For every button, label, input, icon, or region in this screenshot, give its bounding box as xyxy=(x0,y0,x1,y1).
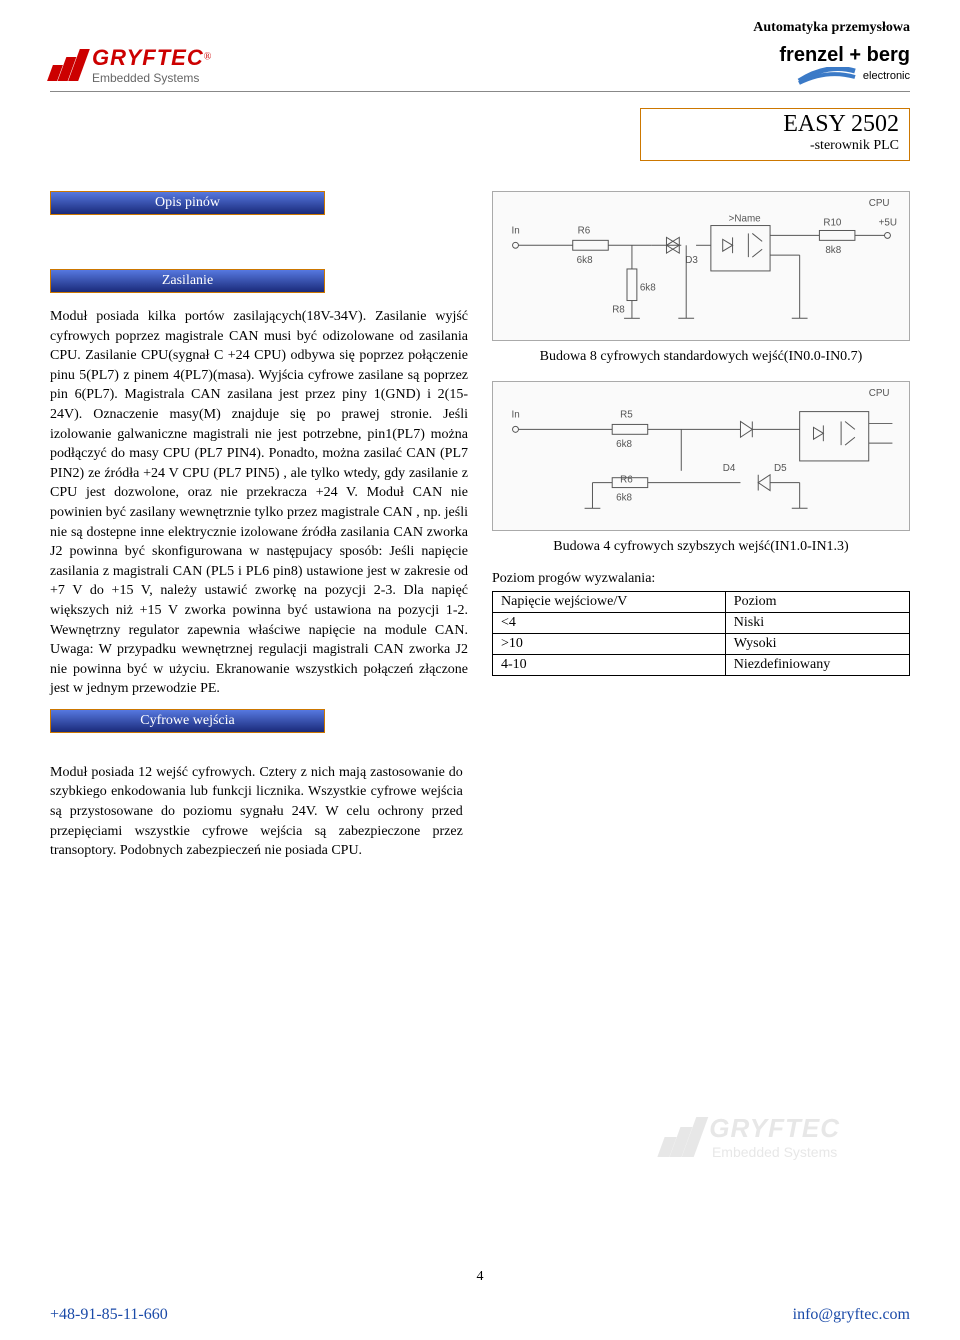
footer-email: info@gryftec.com xyxy=(793,1306,910,1324)
zasilanie-paragraph: Moduł posiada kilka portów zasilających(… xyxy=(50,307,468,699)
watermark-logo: GRYFTEC Embedded Systems xyxy=(661,1113,840,1160)
svg-text:6k8: 6k8 xyxy=(640,283,656,294)
svg-text:In: In xyxy=(512,225,520,236)
threshold-table: Napięcie wejściowe/V Poziom <4 Niski >10… xyxy=(492,591,910,676)
title-box: EASY 2502 -sterownik PLC xyxy=(640,108,910,161)
page-number: 4 xyxy=(0,1269,960,1285)
svg-text:CPU: CPU xyxy=(869,388,890,399)
gryftec-subtitle: Embedded Systems xyxy=(92,71,211,85)
svg-text:6k8: 6k8 xyxy=(616,492,632,503)
category-header: Automatyka przemysłowa xyxy=(50,20,910,36)
table-row: 4-10 Niezdefiniowany xyxy=(493,655,910,676)
frenzel-logo: frenzel + berg electronic xyxy=(779,44,910,85)
swoosh-icon xyxy=(797,67,857,85)
svg-text:R6: R6 xyxy=(620,475,633,486)
schematic-diagram-1: CPU In R6 6k8 R8 6k8 xyxy=(492,191,910,341)
svg-text:+5U: +5U xyxy=(879,218,897,229)
registered-mark: ® xyxy=(204,51,212,62)
schematic-diagram-2: CPU In R5 6k8 R6 6k8 xyxy=(492,381,910,531)
svg-text:6k8: 6k8 xyxy=(616,439,632,450)
threshold-intro: Poziom progów wyzwalania: xyxy=(492,571,910,587)
section-zasilanie: Zasilanie xyxy=(50,269,325,293)
svg-text:R6: R6 xyxy=(578,225,591,236)
svg-text:R5: R5 xyxy=(620,410,633,421)
product-subtitle: -sterownik PLC xyxy=(651,138,899,154)
svg-text:6k8: 6k8 xyxy=(577,255,593,266)
cyfrowe-paragraph: Moduł posiada 12 wejść cyfrowych. Cztery… xyxy=(50,763,463,861)
svg-text:R8: R8 xyxy=(612,304,625,315)
section-opis: Opis pinów xyxy=(50,191,325,215)
svg-text:R10: R10 xyxy=(823,218,842,229)
table-header-voltage: Napięcie wejściowe/V xyxy=(493,592,726,613)
gryftec-logo: GRYFTEC® Embedded Systems xyxy=(50,45,211,85)
footer-phone: +48-91-85-11-660 xyxy=(50,1306,168,1324)
svg-text:In: In xyxy=(512,410,520,421)
gryftec-name: GRYFTEC xyxy=(92,45,204,70)
watermark-name: GRYFTEC xyxy=(709,1113,840,1144)
svg-text:D5: D5 xyxy=(774,463,787,474)
table-row: >10 Wysoki xyxy=(493,634,910,655)
svg-text:CPU: CPU xyxy=(869,198,890,209)
watermark-sub: Embedded Systems xyxy=(709,1144,840,1160)
table-header-level: Poziom xyxy=(725,592,909,613)
svg-text:D3: D3 xyxy=(685,255,698,266)
logo-row: GRYFTEC® Embedded Systems frenzel + berg… xyxy=(50,44,910,92)
frenzel-name: frenzel + berg xyxy=(779,44,910,67)
product-title: EASY 2502 xyxy=(651,111,899,138)
section-cyfrowe: Cyfrowe wejścia xyxy=(50,709,325,733)
diagram-1-caption: Budowa 8 cyfrowych standardowych wejść(I… xyxy=(492,349,910,365)
diagram-2-caption: Budowa 4 cyfrowych szybszych wejść(IN1.0… xyxy=(492,539,910,555)
table-row: <4 Niski xyxy=(493,613,910,634)
gryftec-bars-icon xyxy=(50,49,84,81)
frenzel-sub: electronic xyxy=(863,70,910,82)
watermark-bars-icon xyxy=(661,1117,701,1157)
svg-text:8k8: 8k8 xyxy=(825,245,841,256)
svg-text:D4: D4 xyxy=(723,463,736,474)
svg-text:>Name: >Name xyxy=(729,214,762,225)
